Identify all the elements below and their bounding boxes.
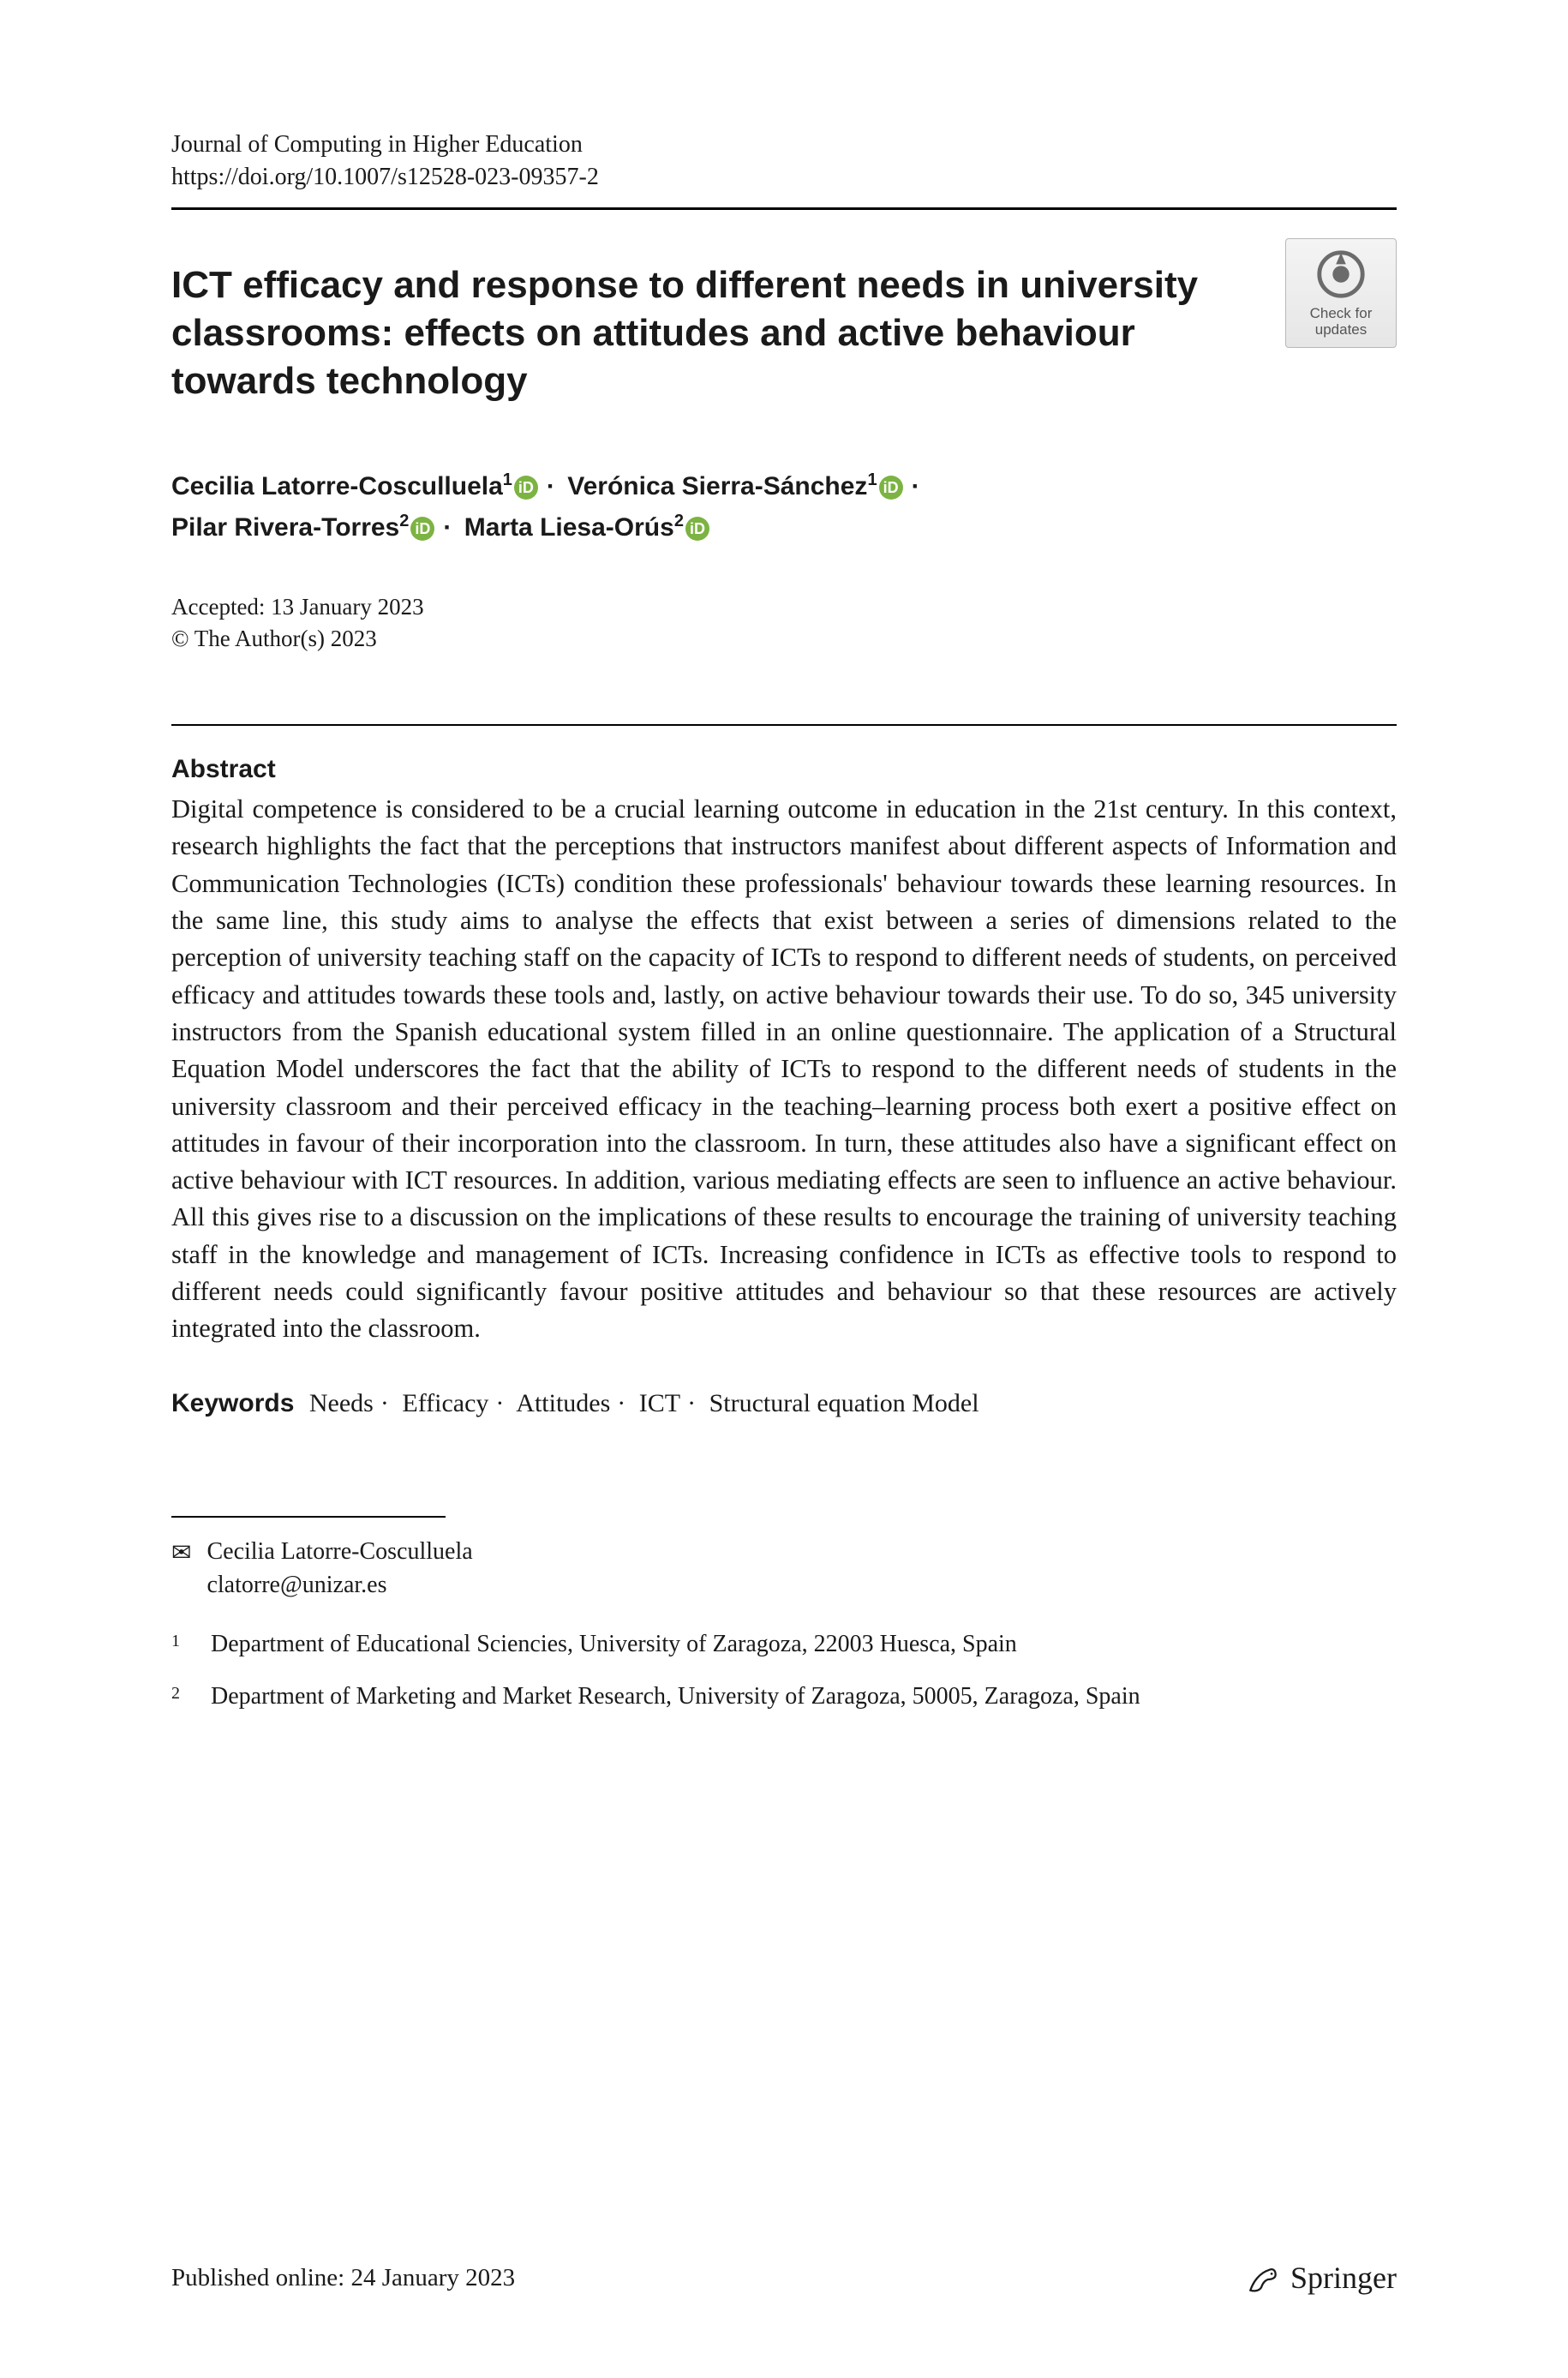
author-3[interactable]: Pilar Rivera-Torres2iD — [171, 513, 438, 542]
affiliation-1: 1 Department of Educational Sciencies, U… — [171, 1627, 1397, 1661]
running-head: Journal of Computing in Higher Education… — [171, 129, 1397, 194]
keywords: Keywords Needs· Efficacy· Attitudes· ICT… — [171, 1386, 1397, 1422]
orcid-icon[interactable]: iD — [514, 476, 538, 500]
abstract-text: Digital competence is considered to be a… — [171, 791, 1397, 1347]
accepted-date: Accepted: 13 January 2023 — [171, 591, 1397, 624]
keyword: ICT — [639, 1389, 680, 1417]
check-for-updates-badge[interactable]: Check for updates — [1285, 238, 1397, 348]
corresponding-author: ✉ Cecilia Latorre-Cosculluela clatorre@u… — [171, 1535, 1397, 1602]
keywords-label: Keywords — [171, 1389, 294, 1417]
author-1[interactable]: Cecilia Latorre-Cosculluela1iD — [171, 472, 542, 500]
page-footer: Published online: 24 January 2023 Spring… — [171, 2259, 1397, 2297]
orcid-icon[interactable]: iD — [410, 517, 434, 541]
keyword: Structural equation Model — [709, 1389, 979, 1417]
header-rule — [171, 207, 1397, 210]
author-2[interactable]: Verónica Sierra-Sánchez1iD — [567, 472, 906, 500]
orcid-icon[interactable]: iD — [879, 476, 903, 500]
crossmark-icon — [1314, 248, 1368, 301]
footnote-rule — [171, 1516, 446, 1518]
author-4[interactable]: Marta Liesa-Orús2iD — [464, 513, 713, 542]
corr-email[interactable]: clatorre@unizar.es — [206, 1568, 472, 1602]
article-title: ICT efficacy and response to different n… — [171, 261, 1225, 406]
title-rule — [171, 724, 1397, 726]
affiliation-2: 2 Department of Marketing and Market Res… — [171, 1680, 1397, 1713]
corr-name: Cecilia Latorre-Cosculluela — [206, 1535, 472, 1568]
published-online: Published online: 24 January 2023 — [171, 2264, 515, 2292]
publisher-name: Springer — [1290, 2260, 1397, 2296]
keyword: Attitudes — [516, 1389, 610, 1417]
springer-horse-icon — [1244, 2259, 1282, 2297]
abstract-heading: Abstract — [171, 755, 1397, 784]
author-list: Cecilia Latorre-Cosculluela1iD· Verónica… — [171, 466, 1397, 548]
journal-name: Journal of Computing in Higher Education — [171, 129, 1397, 161]
badge-text-2: updates — [1315, 322, 1368, 338]
badge-text-1: Check for — [1310, 306, 1373, 322]
orcid-icon[interactable]: iD — [685, 517, 709, 541]
publisher-logo: Springer — [1244, 2259, 1397, 2297]
envelope-icon: ✉ — [171, 1535, 191, 1602]
keyword: Needs — [309, 1389, 374, 1417]
copyright-line: © The Author(s) 2023 — [171, 623, 1397, 656]
article-dates: Accepted: 13 January 2023 © The Author(s… — [171, 591, 1397, 656]
doi-link[interactable]: https://doi.org/10.1007/s12528-023-09357… — [171, 161, 1397, 194]
keyword: Efficacy — [402, 1389, 488, 1417]
